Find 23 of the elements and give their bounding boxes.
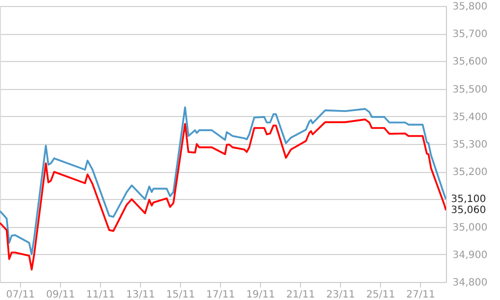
x-tick-label: 13/11 [126,290,155,300]
x-tick-label: 23/11 [326,290,356,300]
annotation: 35,100 [451,194,486,206]
x-tick-label: 11/11 [86,290,115,300]
x-tick-label: 21/11 [286,290,316,300]
annotation: 35,060 [451,205,486,216]
y-tick-label: 35,600 [452,56,488,68]
y-tick-label: 34,900 [452,250,488,261]
x-tick-label: 15/11 [166,290,195,300]
y-tick-label: 35,800 [452,2,488,12]
y-tick-label: 35,700 [452,29,488,40]
x-tick-label: 17/11 [206,290,235,300]
x-tick-label: 07/11 [6,290,35,300]
y-tick-label: 35,000 [452,222,488,234]
y-tick-label: 35,500 [452,84,488,96]
x-tick-label: 25/11 [366,290,396,300]
y-tick-label: 34,800 [452,278,488,288]
x-tick-label: 19/11 [246,290,276,300]
y-tick-label: 35,200 [452,167,488,178]
y-tick-label: 35,400 [452,112,488,123]
x-tick-label: 09/11 [46,290,75,300]
y-tick-label: 35,300 [452,140,488,150]
x-tick-label: 27/11 [406,290,436,300]
